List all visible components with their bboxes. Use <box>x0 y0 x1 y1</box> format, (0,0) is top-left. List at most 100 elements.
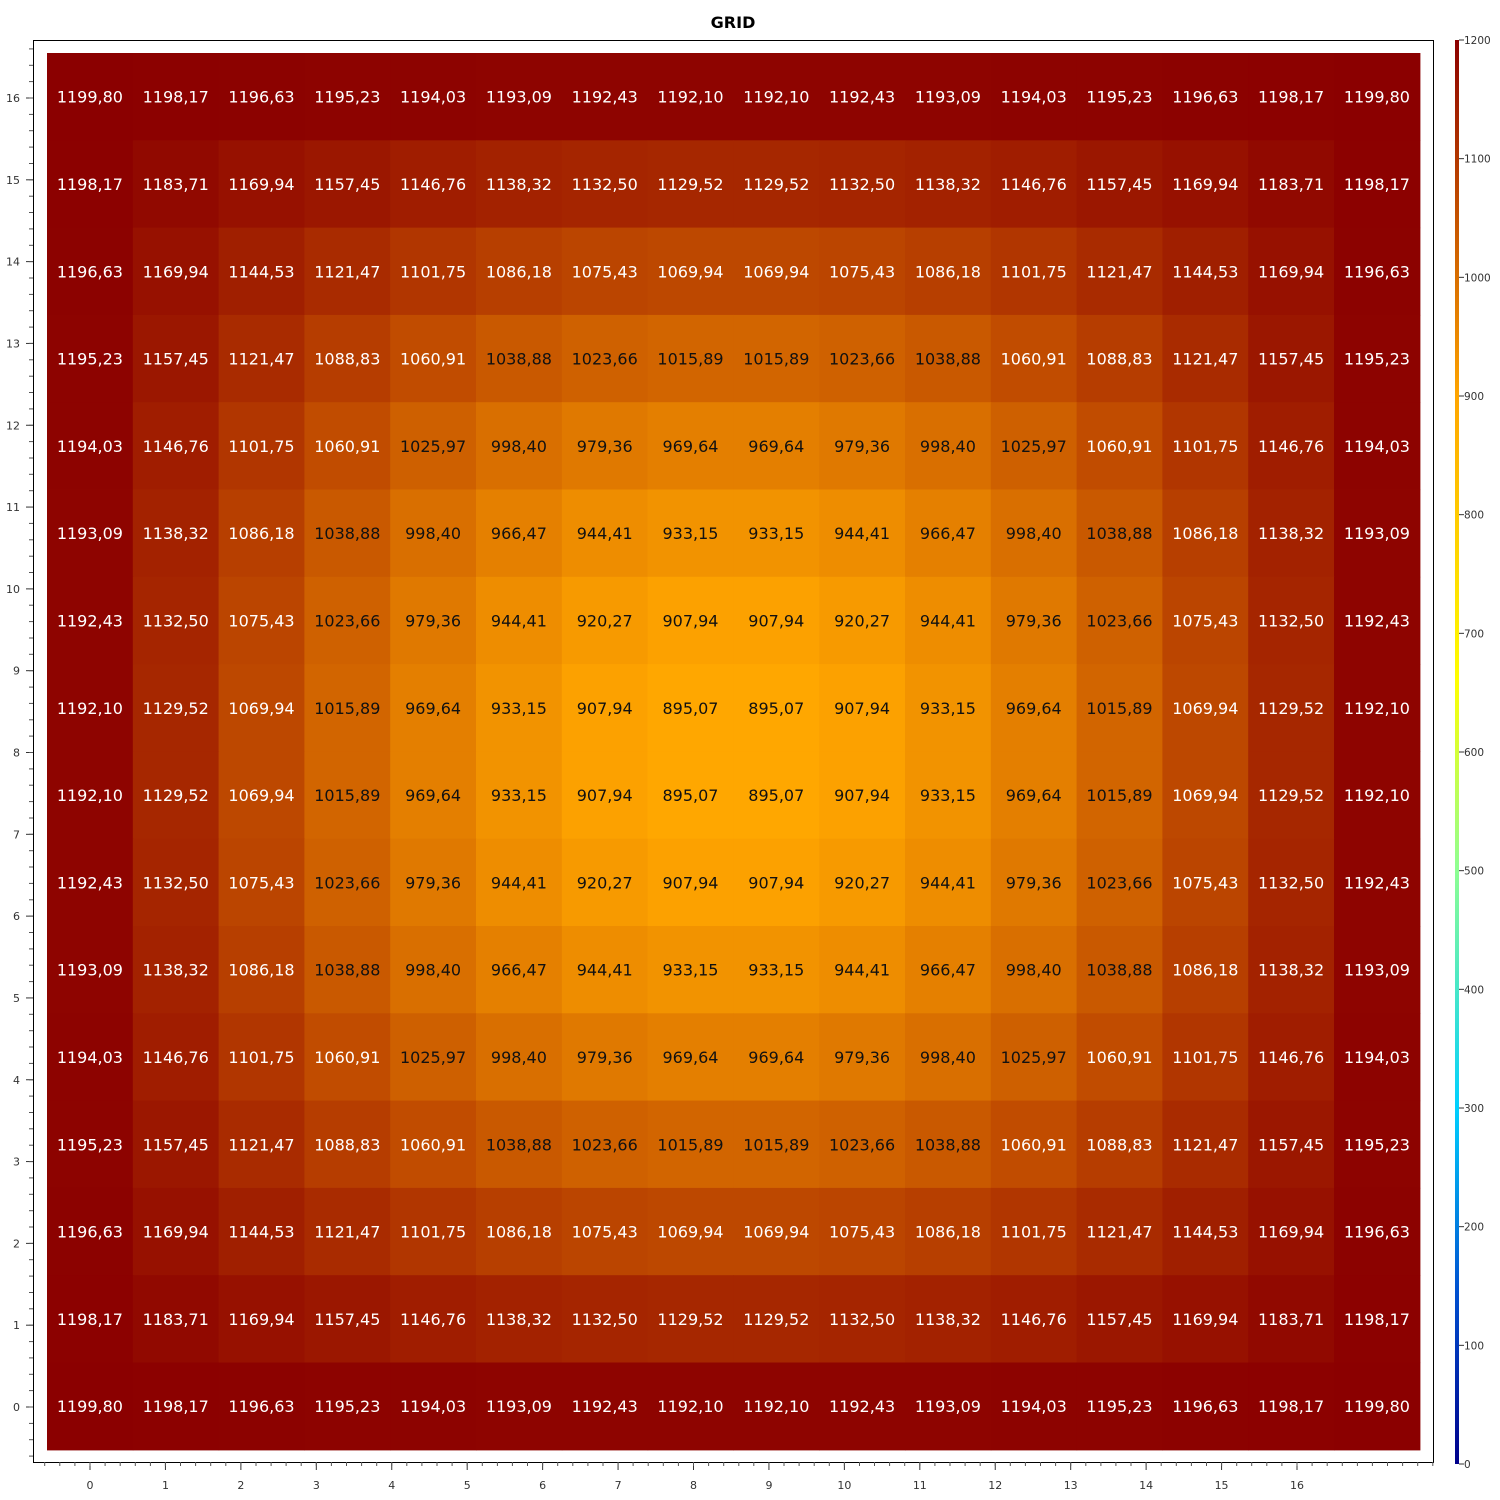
cell-value-label: 1015,89 <box>657 1135 723 1154</box>
heatmap-cell <box>218 1275 305 1364</box>
heatmap-cell <box>561 838 649 927</box>
heatmap-cell <box>1334 314 1421 403</box>
x-tick-label: 4 <box>388 1479 395 1492</box>
cell-value-label: 1157,45 <box>1086 175 1152 194</box>
heatmap-cell <box>390 1275 477 1364</box>
heatmap-cell <box>561 489 649 578</box>
x-tick-label: 9 <box>765 1479 772 1492</box>
cell-value-label: 1169,94 <box>228 1310 294 1329</box>
cell-value-label: 920,27 <box>834 611 890 630</box>
heatmap-cell <box>1162 1100 1249 1189</box>
heatmap-cell <box>1334 838 1421 927</box>
heatmap-cell <box>218 402 305 491</box>
cell-value-label: 1194,03 <box>57 1048 123 1067</box>
heatmap-cell <box>561 1275 649 1364</box>
cell-value-label: 969,64 <box>405 786 461 805</box>
heatmap-cell <box>647 314 734 403</box>
cell-value-label: 933,15 <box>748 524 804 543</box>
heatmap-cell <box>647 53 734 141</box>
cell-value-label: 933,15 <box>663 961 719 980</box>
y-tick-label: 11 <box>6 501 20 514</box>
heatmap-cell <box>1162 402 1249 491</box>
heatmap-cell <box>390 140 477 229</box>
heatmap-cell <box>819 227 906 316</box>
heatmap-cell <box>218 1100 305 1189</box>
heatmap-cell <box>819 751 906 840</box>
colorbar-tick-label: 200 <box>1464 1222 1484 1234</box>
heatmap-cell <box>1334 1100 1421 1189</box>
cell-value-label: 979,36 <box>1006 873 1062 892</box>
heatmap-cell <box>218 1362 305 1451</box>
heatmap-cell <box>647 751 734 840</box>
colorbar-tick-label: 400 <box>1464 984 1484 996</box>
heatmap-cell <box>304 576 391 665</box>
cell-value-label: 1129,52 <box>1258 786 1324 805</box>
x-tick-label: 15 <box>1215 1479 1229 1492</box>
heatmap-cell <box>218 489 305 578</box>
cell-value-label: 969,64 <box>748 1048 804 1067</box>
cell-value-label: 1157,45 <box>314 175 380 194</box>
heatmap-cell <box>561 1187 649 1276</box>
heatmap-cell <box>819 1362 906 1451</box>
heatmap-cell <box>819 314 906 403</box>
heatmap-cell <box>819 664 906 752</box>
heatmap-cell <box>476 1275 563 1364</box>
heatmap-cell <box>819 53 906 141</box>
heatmap-cell <box>819 1275 906 1364</box>
heatmap-cell <box>1334 1275 1421 1364</box>
heatmap-cell <box>1334 227 1421 316</box>
heatmap-cell <box>132 926 220 1014</box>
heatmap-cell <box>733 576 820 665</box>
cell-value-label: 1060,91 <box>1001 350 1067 369</box>
cell-value-label: 1023,66 <box>314 873 380 892</box>
x-tick-label: 8 <box>690 1479 697 1492</box>
y-tick-label: 0 <box>13 1401 20 1414</box>
heatmap-cell <box>47 1362 134 1451</box>
heatmap-cell <box>990 576 1078 665</box>
heatmap-cell <box>476 53 563 141</box>
heatmap-cell <box>476 140 563 229</box>
heatmap-cell <box>647 1362 734 1451</box>
heatmap-cell <box>647 664 734 752</box>
heatmap-cell <box>132 1100 220 1189</box>
heatmap-cell <box>1076 1013 1163 1102</box>
cell-value-label: 1025,97 <box>1001 437 1067 456</box>
x-tick-label: 13 <box>1064 1479 1078 1492</box>
heatmap-cell <box>1248 926 1335 1014</box>
cell-value-label: 1038,88 <box>314 961 380 980</box>
cell-value-label: 907,94 <box>663 611 719 630</box>
cell-value-label: 933,15 <box>491 699 547 718</box>
cell-value-label: 1198,17 <box>1258 88 1324 107</box>
cell-value-label: 1038,88 <box>1086 524 1152 543</box>
cell-value-label: 1023,66 <box>1086 873 1152 892</box>
heatmap-cell <box>733 1275 820 1364</box>
heatmap-cell <box>1076 489 1163 578</box>
heatmap-cell <box>990 227 1078 316</box>
heatmap-cell <box>132 489 220 578</box>
cell-value-label: 979,36 <box>834 1048 890 1067</box>
heatmap-cell <box>1076 1275 1163 1364</box>
cell-value-label: 1157,45 <box>314 1310 380 1329</box>
x-tick-label: 12 <box>988 1479 1002 1492</box>
heatmap-cell <box>1334 751 1421 840</box>
cell-value-label: 933,15 <box>748 961 804 980</box>
heatmap-cell <box>1076 751 1163 840</box>
cell-value-label: 933,15 <box>920 786 976 805</box>
heatmap-cell <box>819 140 906 229</box>
cell-value-label: 1060,91 <box>400 350 466 369</box>
colorbar-tick-label: 500 <box>1464 866 1484 878</box>
colorbar-tick-label: 0 <box>1464 1459 1471 1471</box>
colorbar-tick-label: 800 <box>1464 510 1484 522</box>
cell-value-label: 1069,94 <box>743 1223 809 1242</box>
cell-value-label: 920,27 <box>577 611 633 630</box>
cell-value-label: 1146,76 <box>1001 1310 1067 1329</box>
heatmap-cell <box>1248 838 1335 927</box>
heatmap-cell <box>905 838 992 927</box>
heatmap-cell <box>819 1100 906 1189</box>
heatmap-cell <box>1334 402 1421 491</box>
cell-value-label: 1121,47 <box>1172 1135 1238 1154</box>
y-tick-label: 5 <box>13 992 20 1005</box>
cell-value-label: 1129,52 <box>143 786 209 805</box>
cell-value-label: 1183,71 <box>1258 1310 1324 1329</box>
